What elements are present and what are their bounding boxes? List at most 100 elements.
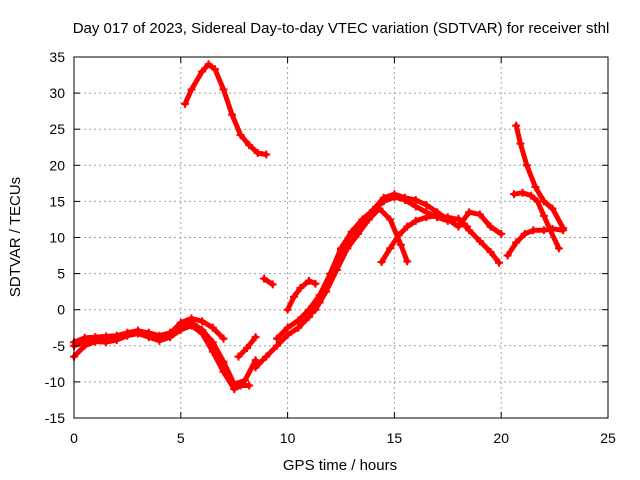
data-point-marker xyxy=(210,65,219,74)
data-point-marker xyxy=(386,244,395,253)
x-tick-label: 5 xyxy=(177,430,185,446)
data-point-marker xyxy=(311,279,320,288)
data-point-marker xyxy=(208,323,217,332)
x-tick-label: 20 xyxy=(493,430,509,446)
data-point-marker xyxy=(454,215,463,224)
data-point-marker xyxy=(495,258,504,267)
data-point-marker xyxy=(251,363,260,372)
data-point-marker xyxy=(219,334,228,343)
data-point-marker xyxy=(379,193,388,202)
data-point-marker xyxy=(559,224,568,233)
data-point-marker xyxy=(219,85,228,94)
data-point-marker xyxy=(198,67,207,76)
series-track-5 xyxy=(234,333,260,361)
data-point-marker xyxy=(198,317,207,326)
ticks: 0 5 10 15 20 25 -15 -10 -5 0 5 10 15 20 25 30 35 xyxy=(45,49,616,446)
data-point-marker xyxy=(529,226,538,235)
series-line xyxy=(513,123,566,231)
series-track-9 xyxy=(283,276,320,314)
y-tick-label: 15 xyxy=(49,193,65,209)
series-track-4 xyxy=(181,60,271,159)
series-track-10 xyxy=(311,204,412,314)
series-track-8 xyxy=(272,190,506,343)
series-track-14 xyxy=(512,121,568,233)
data-point-marker xyxy=(262,352,271,361)
data-point-marker xyxy=(486,247,495,256)
series-line xyxy=(182,61,269,157)
data-point-marker xyxy=(272,341,281,350)
data-point-marker xyxy=(332,265,341,274)
data-point-marker xyxy=(102,332,111,341)
data-point-marker xyxy=(245,141,254,150)
data-point-marker xyxy=(486,222,495,231)
y-tick-label: 5 xyxy=(57,266,65,282)
data-point-marker xyxy=(198,329,207,338)
data-point-marker xyxy=(236,381,245,390)
y-tick-label: 25 xyxy=(49,121,65,137)
data-point-marker xyxy=(187,321,196,330)
data-point-marker xyxy=(181,99,190,108)
data-point-marker xyxy=(475,210,484,219)
data-point-marker xyxy=(512,121,521,130)
data-point-marker xyxy=(234,352,243,361)
data-point-marker xyxy=(422,201,431,210)
y-tick-label: 35 xyxy=(49,49,65,65)
data-point-marker xyxy=(518,188,527,197)
series-track-6 xyxy=(260,274,277,289)
data-point-marker xyxy=(260,274,269,283)
data-point-marker xyxy=(465,208,474,217)
data-point-marker xyxy=(228,110,237,119)
data-point-marker xyxy=(322,287,331,296)
data-point-marker xyxy=(134,326,143,335)
data-point-marker xyxy=(219,367,228,376)
data-point-marker xyxy=(390,190,399,199)
data-point-marker xyxy=(262,150,271,159)
data-point-marker xyxy=(411,216,420,225)
y-tick-label: 30 xyxy=(49,85,65,101)
data-point-marker xyxy=(236,130,245,139)
data-point-marker xyxy=(337,245,345,254)
data-point-marker xyxy=(272,334,281,343)
series-line xyxy=(274,191,504,342)
data-point-marker xyxy=(377,258,386,267)
grid xyxy=(74,57,608,418)
data-point-marker xyxy=(290,292,299,301)
chart-title: Day 017 of 2023, Sidereal Day-to-day VTE… xyxy=(73,20,610,37)
data-point-marker xyxy=(475,237,484,246)
data-point-marker xyxy=(527,191,536,200)
data-point-marker xyxy=(531,182,540,191)
data-point-marker xyxy=(80,333,89,342)
data-point-marker xyxy=(554,244,563,253)
series-group xyxy=(70,60,568,394)
data-point-marker xyxy=(463,222,472,231)
data-point-marker xyxy=(433,211,442,220)
data-point-marker xyxy=(80,341,89,350)
data-point-marker xyxy=(454,222,463,231)
y-axis-title: SDTVAR / TECUs xyxy=(7,177,24,297)
x-tick-label: 10 xyxy=(280,430,296,446)
y-tick-label: -5 xyxy=(53,338,66,354)
y-tick-label: 0 xyxy=(57,302,65,318)
data-point-marker xyxy=(283,323,292,332)
data-point-marker xyxy=(112,331,121,340)
data-point-marker xyxy=(522,161,531,170)
y-tick-label: -15 xyxy=(45,410,65,426)
data-point-marker xyxy=(386,215,395,224)
data-point-marker xyxy=(251,333,260,342)
data-point-marker xyxy=(208,347,217,356)
data-point-marker xyxy=(403,222,412,231)
data-point-marker xyxy=(512,238,521,247)
x-tick-label: 15 xyxy=(387,430,403,446)
data-point-marker xyxy=(411,195,420,204)
data-point-marker xyxy=(166,329,175,338)
data-point-marker xyxy=(394,231,403,240)
data-point-marker xyxy=(144,329,153,338)
y-tick-label: 10 xyxy=(49,230,65,246)
data-point-marker xyxy=(343,244,352,253)
data-point-marker xyxy=(253,149,262,158)
data-point-marker xyxy=(516,139,525,148)
data-point-marker xyxy=(243,343,252,352)
data-point-marker xyxy=(503,251,512,260)
data-point-marker xyxy=(354,229,363,238)
